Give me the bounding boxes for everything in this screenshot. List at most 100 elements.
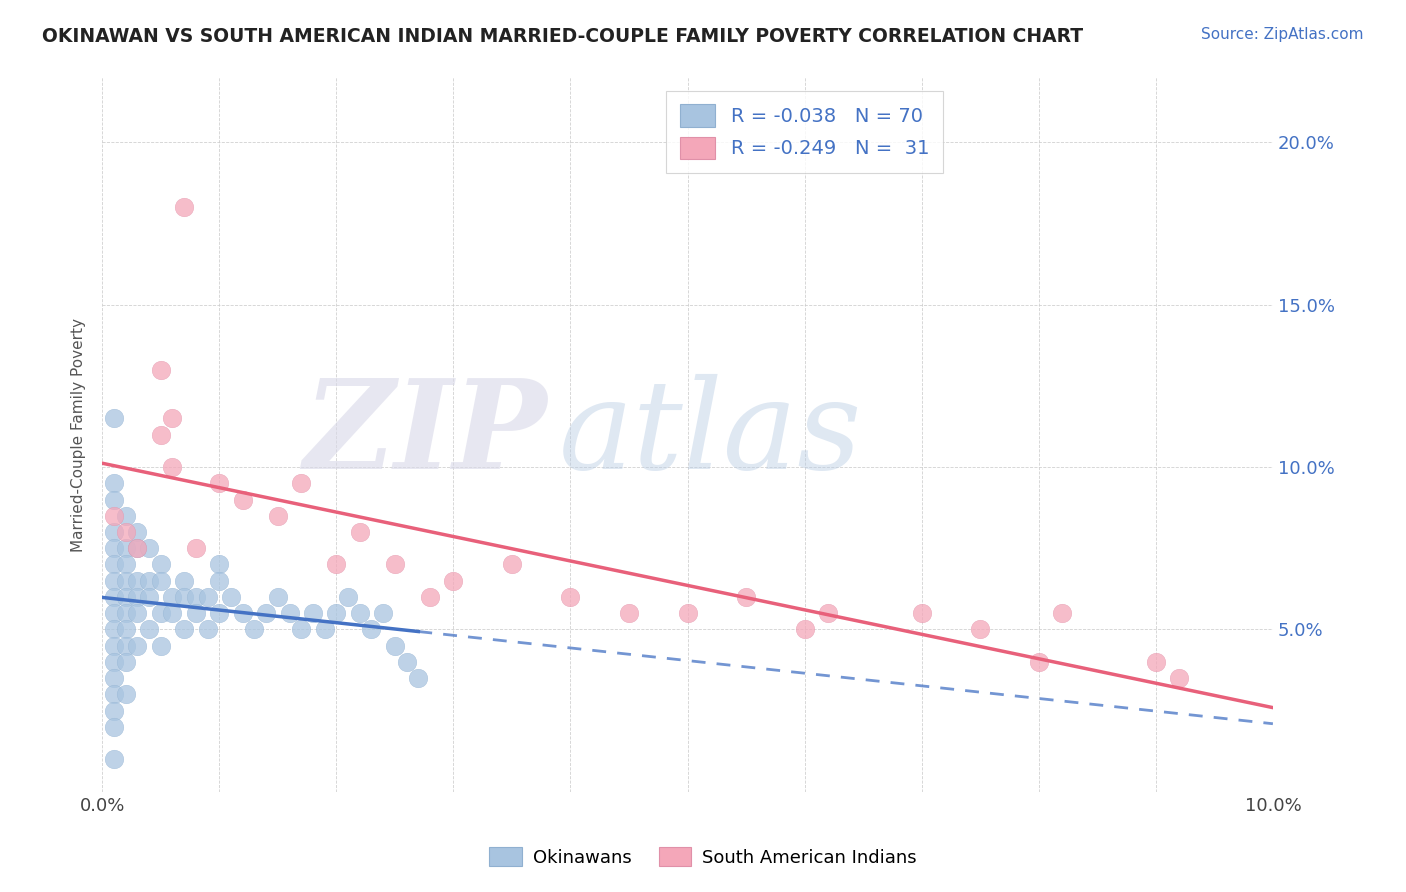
Point <box>208 476 231 491</box>
Point <box>162 411 184 425</box>
Point <box>617 606 640 620</box>
Point <box>138 574 160 588</box>
Point <box>162 606 184 620</box>
Point <box>127 606 149 620</box>
Point <box>208 606 231 620</box>
Point <box>127 639 149 653</box>
Point <box>735 590 758 604</box>
Legend: Okinawans, South American Indians: Okinawans, South American Indians <box>482 840 924 874</box>
Point <box>290 623 312 637</box>
Point <box>349 606 371 620</box>
Point <box>911 606 934 620</box>
Point <box>173 200 195 214</box>
Point <box>1168 671 1191 685</box>
Point <box>138 590 160 604</box>
Point <box>325 558 347 572</box>
Point <box>114 639 136 653</box>
Point <box>127 590 149 604</box>
Point <box>138 541 160 556</box>
Point <box>103 524 125 539</box>
Point <box>103 671 125 685</box>
Point <box>127 541 149 556</box>
Point <box>149 362 172 376</box>
Point <box>302 606 325 620</box>
Point <box>208 574 231 588</box>
Point <box>408 671 430 685</box>
Point <box>103 508 125 523</box>
Point <box>267 590 290 604</box>
Point <box>103 558 125 572</box>
Point <box>184 590 207 604</box>
Point <box>162 460 184 475</box>
Point <box>278 606 301 620</box>
Point <box>254 606 277 620</box>
Point <box>114 541 136 556</box>
Point <box>149 558 172 572</box>
Point <box>114 623 136 637</box>
Legend: R = -0.038   N = 70, R = -0.249   N =  31: R = -0.038 N = 70, R = -0.249 N = 31 <box>666 91 943 172</box>
Point <box>184 606 207 620</box>
Point <box>232 606 254 620</box>
Y-axis label: Married-Couple Family Poverty: Married-Couple Family Poverty <box>72 318 86 551</box>
Point <box>360 623 382 637</box>
Point <box>173 623 195 637</box>
Point <box>349 524 371 539</box>
Point <box>373 606 395 620</box>
Point <box>314 623 336 637</box>
Point <box>243 623 266 637</box>
Text: ZIP: ZIP <box>304 374 547 495</box>
Text: Source: ZipAtlas.com: Source: ZipAtlas.com <box>1201 27 1364 42</box>
Point <box>103 655 125 669</box>
Point <box>290 476 312 491</box>
Point <box>103 752 125 766</box>
Point <box>103 492 125 507</box>
Point <box>103 541 125 556</box>
Point <box>325 606 347 620</box>
Point <box>208 558 231 572</box>
Point <box>395 655 418 669</box>
Point <box>441 574 464 588</box>
Point <box>232 492 254 507</box>
Point <box>103 606 125 620</box>
Point <box>103 687 125 701</box>
Point <box>149 427 172 442</box>
Point <box>219 590 242 604</box>
Point <box>114 524 136 539</box>
Point <box>103 720 125 734</box>
Point <box>103 476 125 491</box>
Point <box>676 606 699 620</box>
Point <box>197 623 219 637</box>
Point <box>173 590 195 604</box>
Point <box>127 574 149 588</box>
Point <box>384 639 406 653</box>
Point <box>173 574 195 588</box>
Point <box>114 558 136 572</box>
Text: OKINAWAN VS SOUTH AMERICAN INDIAN MARRIED-COUPLE FAMILY POVERTY CORRELATION CHAR: OKINAWAN VS SOUTH AMERICAN INDIAN MARRIE… <box>42 27 1083 45</box>
Point <box>184 541 207 556</box>
Point <box>1050 606 1073 620</box>
Point <box>114 655 136 669</box>
Point <box>103 411 125 425</box>
Point <box>419 590 441 604</box>
Point <box>1144 655 1167 669</box>
Point <box>384 558 406 572</box>
Point <box>127 524 149 539</box>
Point <box>1028 655 1050 669</box>
Point <box>103 704 125 718</box>
Point <box>337 590 360 604</box>
Point <box>114 606 136 620</box>
Point <box>149 639 172 653</box>
Point <box>103 590 125 604</box>
Point <box>149 574 172 588</box>
Point <box>267 508 290 523</box>
Point <box>162 590 184 604</box>
Point <box>127 541 149 556</box>
Point <box>197 590 219 604</box>
Point <box>114 574 136 588</box>
Point <box>138 623 160 637</box>
Point <box>817 606 839 620</box>
Point <box>103 639 125 653</box>
Point <box>969 623 991 637</box>
Point <box>114 590 136 604</box>
Point <box>103 574 125 588</box>
